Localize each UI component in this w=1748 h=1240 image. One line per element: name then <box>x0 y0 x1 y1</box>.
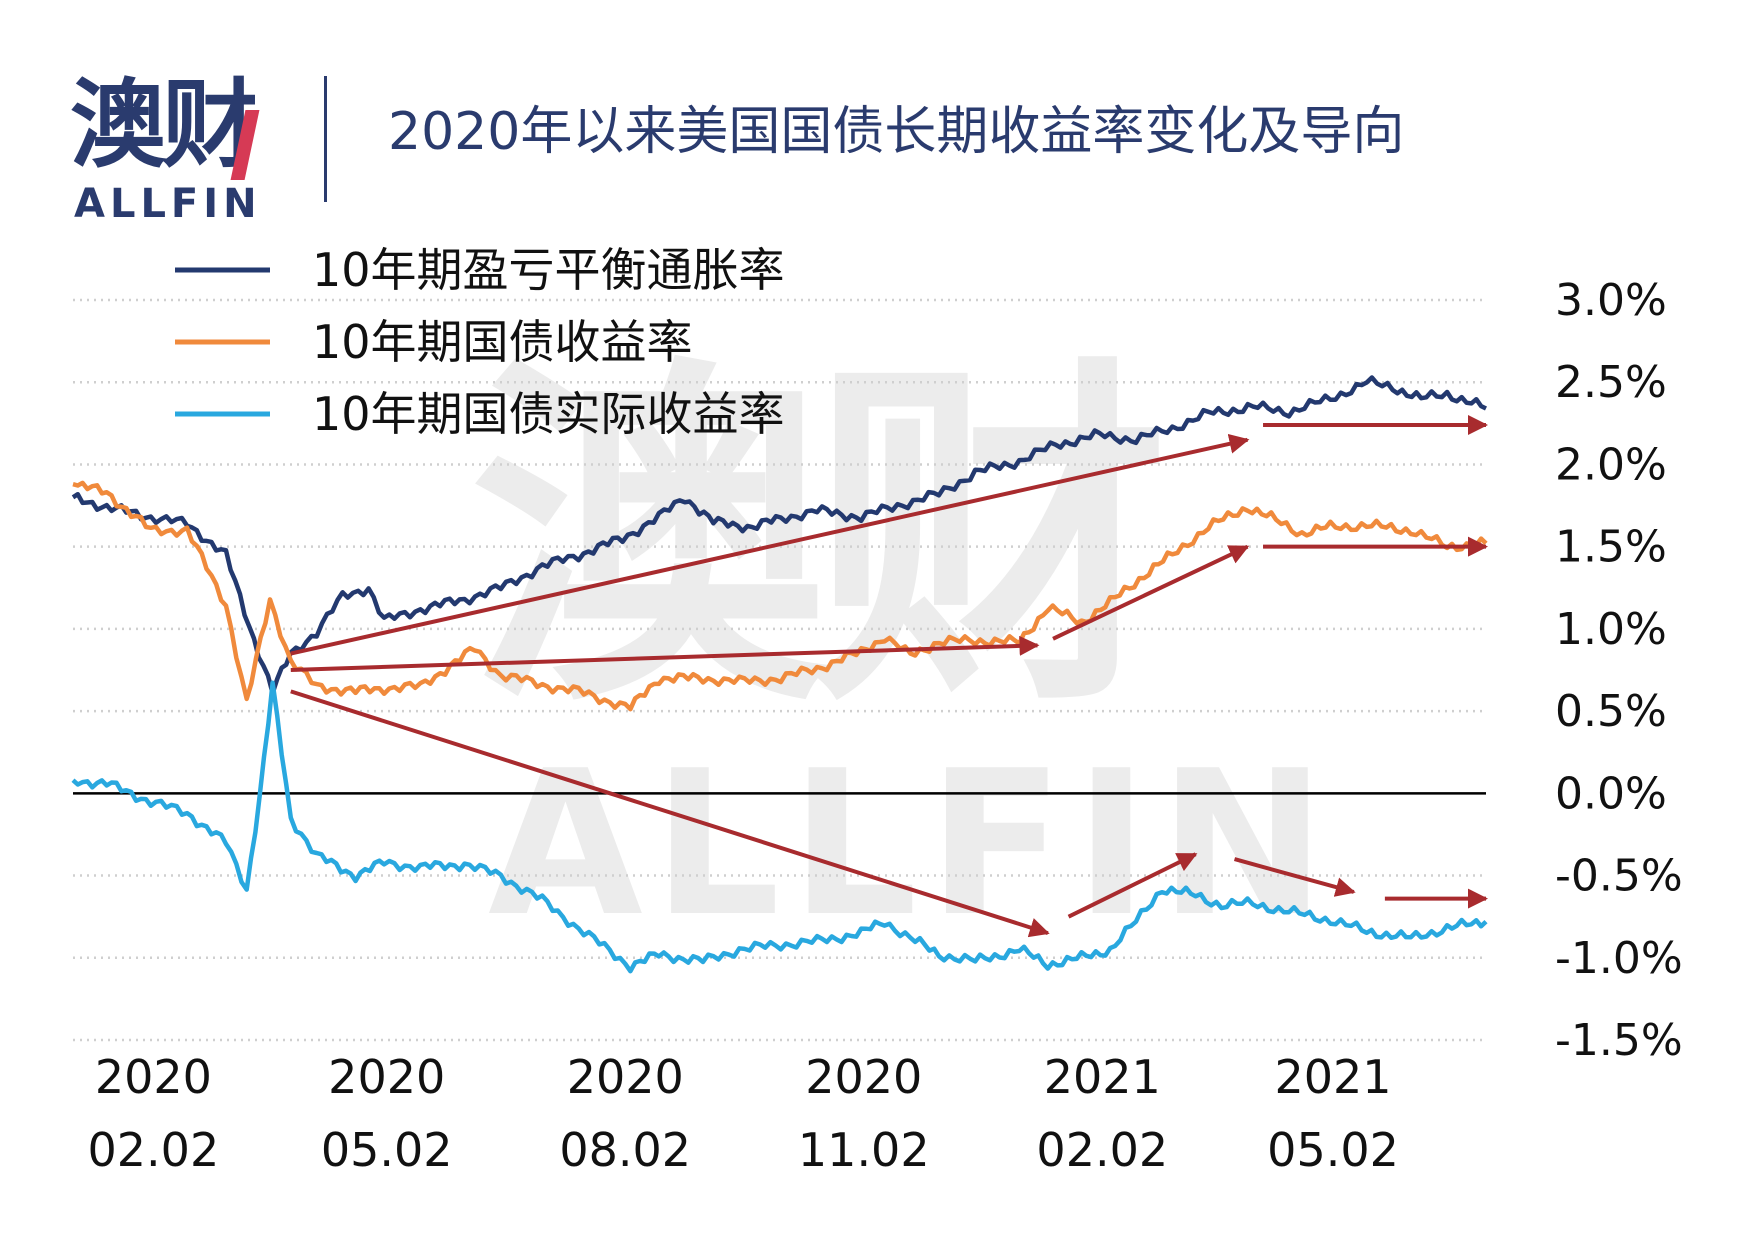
legend: 10年期盈亏平衡通胀率 10年期国债收益率 10年期国债实际收益率 <box>175 243 785 441</box>
y-tick-label: 1.0% <box>1555 604 1667 655</box>
x-tick-date: 05.02 <box>321 1123 453 1177</box>
y-tick-label: 0.5% <box>1555 686 1667 737</box>
series <box>71 375 1488 974</box>
trend-arrow <box>1233 857 1356 897</box>
y-tick-label: 2.0% <box>1555 439 1667 490</box>
trend-arrow <box>1067 852 1198 919</box>
trend-arrow <box>290 433 1250 656</box>
x-tick-year: 2021 <box>1044 1050 1161 1104</box>
x-tick-date: 05.02 <box>1267 1123 1399 1177</box>
x-tick-date: 08.02 <box>559 1123 691 1177</box>
y-tick-label: -1.0% <box>1555 933 1683 984</box>
x-tick-year: 2020 <box>567 1050 684 1104</box>
title-divider <box>324 76 327 202</box>
y-tick-label: 0.0% <box>1555 768 1667 819</box>
legend-label: 10年期国债实际收益率 <box>312 387 785 441</box>
series-line-2 <box>72 480 1488 712</box>
x-tick-year: 2021 <box>1274 1050 1391 1104</box>
x-tick-date: 11.02 <box>798 1123 930 1177</box>
trend-arrow <box>290 689 1050 938</box>
trend-arrows <box>290 414 1488 938</box>
logo-cn: 澳财 <box>70 69 258 181</box>
y-tick-label: 1.5% <box>1555 522 1667 573</box>
legend-label: 10年期国债收益率 <box>312 315 693 369</box>
y-tick-label: 3.0% <box>1555 275 1667 326</box>
logo: 澳财 ALLFIN <box>70 69 270 226</box>
y-tick-label: -0.5% <box>1555 851 1683 902</box>
x-axis: 2020 02.02 2020 05.02 2020 08.02 2020 11.02 2021… <box>88 1050 1399 1177</box>
x-tick-date: 02.02 <box>88 1123 220 1177</box>
y-tick-label: 2.5% <box>1555 357 1667 408</box>
y-tick-label: -1.5% <box>1555 1015 1683 1066</box>
trend-arrow <box>1052 544 1250 641</box>
x-tick-year: 2020 <box>328 1050 445 1104</box>
trend-arrow <box>290 635 1040 672</box>
page-title: 2020年以来美国国债长期收益率变化及导向 <box>388 102 1405 162</box>
x-tick-date: 02.02 <box>1036 1123 1168 1177</box>
grid <box>73 298 1486 1042</box>
x-tick-year: 2020 <box>95 1050 212 1104</box>
series-line-3 <box>71 680 1488 974</box>
legend-label: 10年期盈亏平衡通胀率 <box>312 243 785 297</box>
logo-en: ALLFIN <box>74 181 262 227</box>
y-axis: 3.0% 2.5% 2.0% 1.5% 1.0% 0.5% 0.0% -0.5% -1.0% -1… <box>1555 275 1683 1066</box>
x-tick-year: 2020 <box>805 1050 922 1104</box>
